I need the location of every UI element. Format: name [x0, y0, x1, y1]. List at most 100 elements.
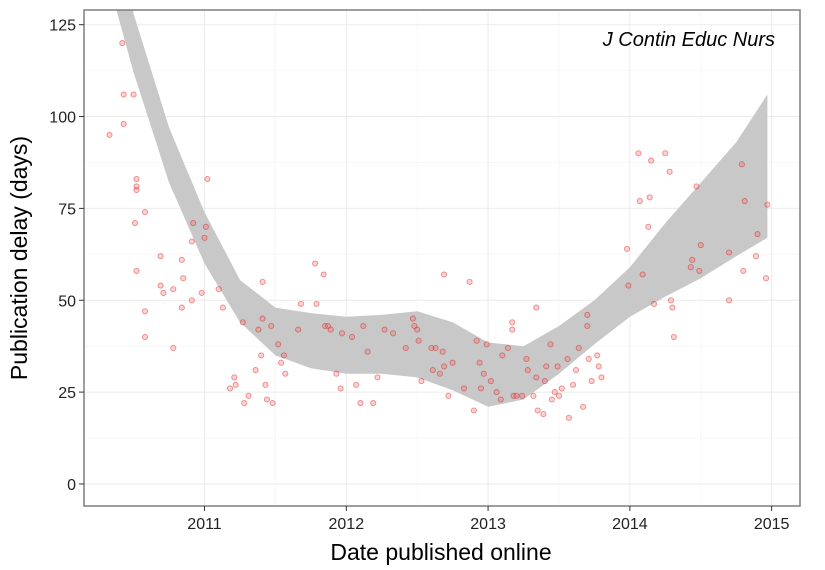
data-point	[480, 370, 487, 377]
data-point	[360, 322, 367, 330]
data-point	[473, 337, 480, 344]
data-point	[157, 253, 164, 260]
data-point	[409, 315, 416, 322]
data-point	[540, 411, 547, 418]
data-point	[588, 378, 595, 385]
data-point	[188, 297, 195, 304]
data-point	[357, 400, 364, 407]
data-point	[483, 341, 490, 348]
data-point	[381, 326, 388, 333]
data-point	[402, 344, 409, 352]
smooth-band-layer	[116, 10, 768, 407]
data-point	[259, 315, 266, 322]
data-point	[120, 120, 127, 127]
data-point	[141, 333, 149, 341]
data-point	[133, 175, 140, 183]
data-point	[106, 131, 113, 138]
axes: 2011 2012 2013 2014 2015 0 25 50 75 100 125	[49, 18, 789, 533]
data-point	[752, 253, 760, 260]
data-point	[543, 363, 550, 370]
data-point	[635, 150, 642, 157]
data-point	[523, 355, 530, 363]
data-point	[160, 289, 167, 296]
data-point	[477, 385, 485, 392]
data-point	[313, 300, 320, 307]
data-point	[338, 330, 346, 337]
data-point	[534, 407, 541, 414]
data-point	[262, 381, 269, 388]
data-point	[646, 194, 653, 201]
data-point	[598, 374, 605, 381]
data-point	[429, 367, 436, 374]
data-point	[415, 337, 422, 344]
data-point	[353, 381, 360, 388]
data-point	[584, 311, 591, 318]
data-point	[662, 150, 669, 157]
data-point	[259, 278, 266, 285]
data-point	[548, 396, 555, 403]
data-point	[754, 231, 761, 238]
data-point	[348, 333, 356, 341]
data-point	[554, 363, 561, 370]
data-point	[738, 161, 745, 168]
data-point	[687, 264, 694, 271]
data-point	[533, 304, 540, 311]
data-point	[565, 414, 572, 421]
x-axis-title: Date published online	[330, 539, 551, 565]
data-point	[312, 260, 319, 267]
y-tick-label: 125	[49, 18, 76, 35]
data-point	[650, 300, 658, 307]
data-point	[510, 392, 517, 399]
data-point	[178, 256, 185, 263]
data-point	[564, 355, 571, 363]
data-point	[541, 378, 548, 385]
data-point	[333, 370, 340, 377]
data-point	[487, 378, 494, 385]
data-point	[669, 304, 676, 311]
data-point	[513, 392, 520, 399]
data-point	[740, 267, 747, 274]
data-point	[689, 256, 696, 263]
data-point	[390, 330, 397, 337]
data-point	[575, 344, 582, 352]
data-point	[269, 400, 276, 407]
data-point	[428, 344, 435, 352]
data-point	[667, 297, 675, 304]
data-point	[623, 245, 631, 252]
data-point	[519, 392, 526, 399]
data-point	[133, 183, 140, 190]
data-point	[178, 304, 185, 311]
data-point	[666, 168, 673, 175]
data-point	[493, 389, 500, 396]
data-point	[460, 385, 468, 392]
data-point	[648, 157, 655, 164]
data-point	[441, 271, 448, 278]
data-point	[337, 385, 344, 392]
data-point	[645, 223, 652, 230]
data-point	[558, 385, 565, 392]
data-point	[219, 304, 226, 311]
data-point	[232, 381, 239, 388]
data-point	[241, 400, 248, 407]
data-point	[130, 91, 137, 98]
data-point	[119, 40, 126, 47]
data-point	[180, 275, 187, 282]
data-point	[625, 282, 632, 289]
y-tick-label: 75	[58, 201, 76, 218]
data-point	[497, 396, 504, 403]
data-point	[741, 198, 748, 205]
data-point	[133, 186, 140, 194]
data-point	[551, 389, 558, 396]
data-point	[141, 209, 149, 216]
data-point	[141, 308, 149, 315]
data-point	[693, 183, 700, 190]
data-point	[439, 348, 446, 355]
data-point	[411, 322, 418, 330]
data-point	[764, 201, 771, 208]
data-point	[432, 344, 439, 352]
data-point	[445, 392, 452, 399]
data-point	[278, 359, 285, 366]
data-point	[449, 359, 456, 366]
data-point	[636, 198, 643, 205]
